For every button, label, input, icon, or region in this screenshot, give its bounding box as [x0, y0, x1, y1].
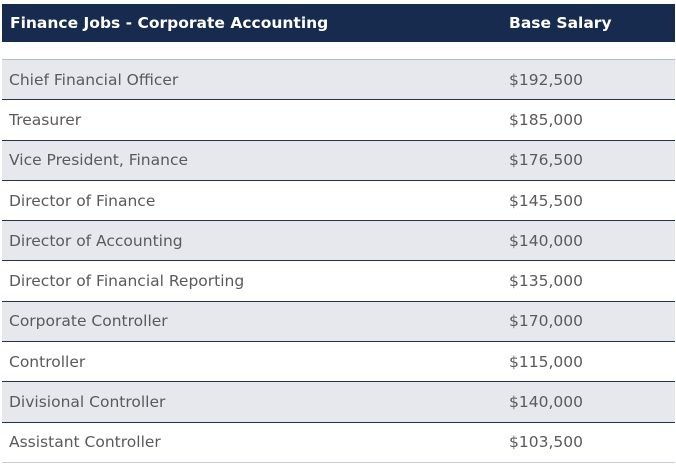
salary-cell: $170,000	[502, 301, 675, 343]
salary-cell: $140,000	[502, 381, 675, 423]
salary-table: Finance Jobs - Corporate Accounting Base…	[2, 4, 675, 463]
salary-cell: $115,000	[502, 341, 675, 383]
job-title-cell: Director of Finance	[2, 180, 502, 222]
job-title-cell: Assistant Controller	[2, 422, 502, 463]
table-header: Finance Jobs - Corporate Accounting Base…	[2, 4, 675, 42]
job-title-column-header: Finance Jobs - Corporate Accounting	[2, 4, 502, 42]
table-row: Divisional Controller $140,000	[2, 381, 675, 423]
spacer-cell	[2, 42, 675, 60]
job-title-cell: Treasurer	[2, 99, 502, 141]
table-row: Corporate Controller $170,000	[2, 301, 675, 343]
salary-cell: $140,000	[502, 220, 675, 262]
table-row: Director of Accounting $140,000	[2, 220, 675, 262]
base-salary-column-header: Base Salary	[502, 4, 675, 42]
salary-cell: $103,500	[502, 422, 675, 463]
table-row: Director of Financial Reporting $135,000	[2, 260, 675, 302]
job-title-cell: Director of Accounting	[2, 220, 502, 262]
job-title-cell: Corporate Controller	[2, 301, 502, 343]
table-row: Chief Financial Officer $192,500	[2, 59, 675, 101]
salary-cell: $176,500	[502, 140, 675, 181]
job-title-cell: Controller	[2, 341, 502, 383]
header-spacer	[2, 42, 675, 60]
job-title-cell: Director of Financial Reporting	[2, 260, 502, 302]
job-title-cell: Divisional Controller	[2, 381, 502, 423]
table-row: Director of Finance $145,500	[2, 180, 675, 222]
salary-cell: $185,000	[502, 99, 675, 141]
table-body: Chief Financial Officer $192,500 Treasur…	[2, 42, 675, 463]
table-row: Assistant Controller $103,500	[2, 422, 675, 463]
table-row: Vice President, Finance $176,500	[2, 140, 675, 181]
salary-cell: $135,000	[502, 260, 675, 302]
header-row: Finance Jobs - Corporate Accounting Base…	[2, 4, 675, 42]
job-title-cell: Vice President, Finance	[2, 140, 502, 181]
salary-cell: $192,500	[502, 59, 675, 101]
table-row: Controller $115,000	[2, 341, 675, 383]
table-row: Treasurer $185,000	[2, 99, 675, 141]
job-title-cell: Chief Financial Officer	[2, 59, 502, 101]
salary-cell: $145,500	[502, 180, 675, 222]
